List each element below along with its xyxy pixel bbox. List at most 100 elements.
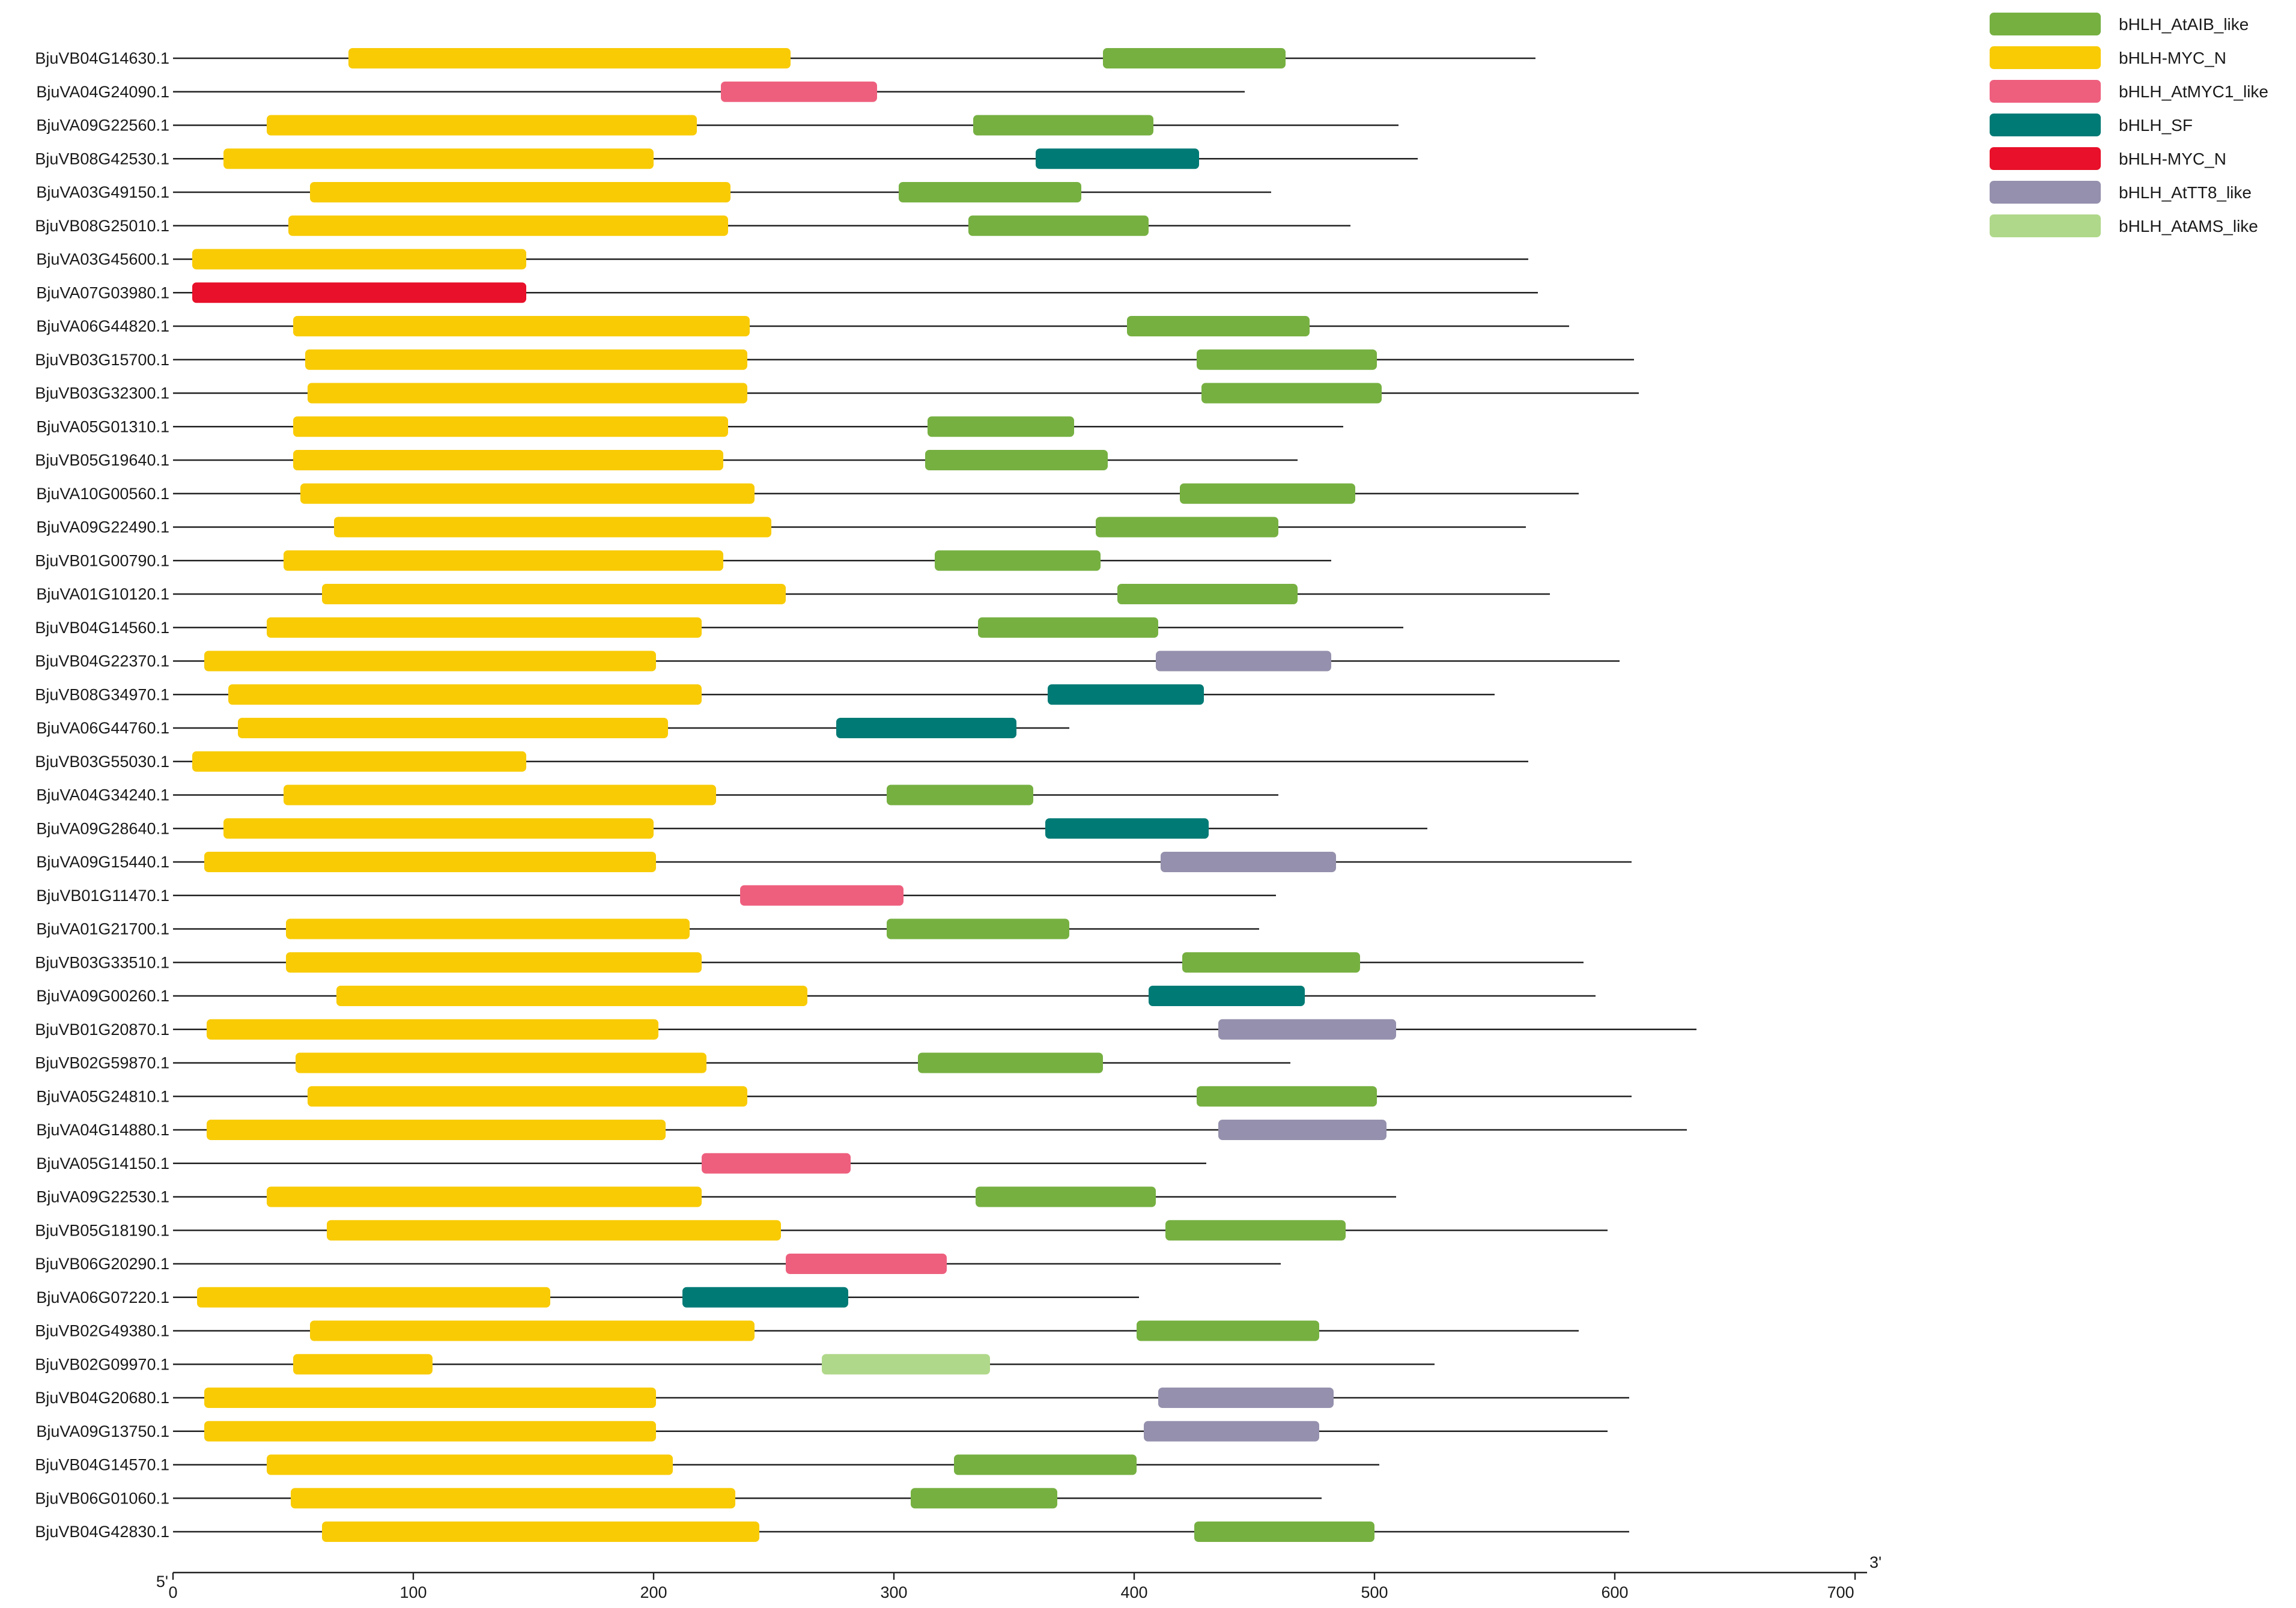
domain-bar-myc <box>336 986 807 1006</box>
domain-bar-myc <box>291 1488 735 1509</box>
domain-bar-ataib <box>1103 48 1286 68</box>
domain-bar-ataib <box>1197 1086 1377 1107</box>
sequence-label: BjuVA09G15440.1 <box>36 853 169 871</box>
domain-bar-ataib <box>968 215 1149 236</box>
axis-tick-label: 100 <box>399 1583 427 1601</box>
sequence-label: BjuVA07G03980.1 <box>36 284 169 302</box>
domain-bar-ataib <box>928 416 1074 437</box>
domain-bar-myc <box>267 617 702 638</box>
sequence-row: BjuVA05G01310.1 <box>36 416 1343 437</box>
domain-bar-ataib <box>1127 316 1310 336</box>
domain-bar-attt8 <box>1156 651 1331 672</box>
sequence-row: BjuVA01G10120.1 <box>36 584 1550 604</box>
sequence-row: BjuVB01G11470.1 <box>36 885 1276 906</box>
domain-bar-myc <box>204 1388 656 1408</box>
sequence-row: BjuVB02G59870.1 <box>35 1052 1290 1073</box>
domain-bar-ataib <box>973 115 1153 136</box>
domain-bar-sf <box>1048 684 1204 705</box>
domain-bar-myc <box>223 148 654 169</box>
sequence-label: BjuVB05G19640.1 <box>35 451 169 469</box>
domain-bar-sf <box>1045 818 1209 839</box>
sequence-row: BjuVA09G13750.1 <box>36 1421 1608 1442</box>
legend-item: bHLH_AtAMS_like <box>1990 214 2258 237</box>
sequence-row: BjuVA06G07220.1 <box>36 1287 1139 1308</box>
sequence-label: BjuVB01G11470.1 <box>36 887 169 905</box>
domain-bar-myc <box>197 1287 550 1308</box>
domain-bar-attt8 <box>1161 852 1336 872</box>
domain-bar-myc <box>228 684 702 705</box>
sequence-row: BjuVA05G24810.1 <box>36 1086 1632 1107</box>
sequence-label: BjuVB01G20870.1 <box>35 1021 169 1039</box>
sequence-row: BjuVB02G49380.1 <box>35 1320 1579 1341</box>
sequence-label: BjuVB03G15700.1 <box>35 351 169 369</box>
domain-bar-myc <box>267 1454 673 1475</box>
sequence-row: BjuVB04G42830.1 <box>35 1522 1629 1542</box>
sequence-label: BjuVB06G01060.1 <box>35 1489 169 1507</box>
domain-bar-myc <box>308 383 747 404</box>
sequence-label: BjuVA05G24810.1 <box>36 1087 169 1105</box>
domain-bar-myc <box>293 1354 433 1375</box>
sequence-label: BjuVA09G00260.1 <box>36 987 169 1005</box>
sequence-row: BjuVA04G24090.1 <box>36 81 1245 102</box>
domain-bar-ataib <box>899 182 1081 202</box>
legend-item: bHLH_AtAIB_like <box>1990 13 2249 35</box>
axis-start-label: 5' <box>156 1573 168 1591</box>
domain-bar-myc <box>305 349 747 370</box>
domain-bar-myc <box>204 852 656 872</box>
legend-label: bHLH_SF <box>2119 116 2193 135</box>
sequence-label: BjuVA06G07220.1 <box>36 1288 169 1306</box>
domain-bar-ataib <box>935 550 1101 571</box>
domain-bar-myc <box>223 818 654 839</box>
sequence-label: BjuVA04G14880.1 <box>36 1121 169 1139</box>
sequence-label: BjuVA01G10120.1 <box>36 585 169 603</box>
domain-bar-sf <box>1036 148 1199 169</box>
sequence-row: BjuVB04G14560.1 <box>35 617 1403 638</box>
domain-bar-myc <box>310 1320 755 1341</box>
x-axis: 0 100 200 300 400 500 600 700 5' 3' <box>156 1553 1881 1601</box>
legend-item: bHLH_SF <box>1990 114 2193 136</box>
sequence-label: BjuVA09G28640.1 <box>36 819 169 837</box>
domain-bar-myc <box>192 249 526 270</box>
sequence-row: BjuVB08G25010.1 <box>35 215 1350 236</box>
legend-swatch <box>1990 147 2101 170</box>
legend: bHLH_AtAIB_like bHLH-MYC_N bHLH_AtMYC1_lik… <box>1990 13 2268 237</box>
domain-bar-myc <box>204 651 656 672</box>
sequence-row: BjuVB03G32300.1 <box>35 383 1639 404</box>
sequence-row: BjuVA05G14150.1 <box>36 1153 1206 1174</box>
domain-bar-attt8 <box>1218 1120 1386 1140</box>
domain-bar-myc <box>293 416 728 437</box>
sequence-row: BjuVB04G14630.1 <box>35 48 1535 68</box>
sequence-row: BjuVA09G00260.1 <box>36 986 1596 1006</box>
domain-bar-myc <box>334 517 771 538</box>
sequence-row: BjuVB04G22370.1 <box>35 651 1620 672</box>
domain-bar-myc <box>267 1186 702 1207</box>
sequence-row: BjuVB03G15700.1 <box>35 349 1634 370</box>
legend-swatch <box>1990 214 2101 237</box>
domain-bar-attt8 <box>1218 1019 1396 1040</box>
sequence-label: BjuVB04G14560.1 <box>35 619 169 637</box>
domain-bar-myc <box>286 952 702 973</box>
domain-bar-myc <box>288 215 728 236</box>
legend-swatch <box>1990 13 2101 35</box>
sequence-row: BjuVB06G20290.1 <box>35 1254 1281 1274</box>
sequence-label: BjuVB04G42830.1 <box>35 1523 169 1541</box>
legend-item: bHLH-MYC_N <box>1990 46 2226 69</box>
domain-bar-sf <box>682 1287 848 1308</box>
sequence-row: BjuVB03G33510.1 <box>35 952 1584 973</box>
sequence-row: BjuVB08G42530.1 <box>35 148 1418 169</box>
domain-bar-myc <box>308 1086 747 1107</box>
sequence-label: BjuVB04G22370.1 <box>35 652 169 670</box>
sequence-label: BjuVA06G44760.1 <box>36 719 169 737</box>
domain-bar-ataib <box>1137 1320 1319 1341</box>
domain-bar-myc <box>322 584 786 604</box>
sequence-label: BjuVA04G24090.1 <box>36 83 169 101</box>
domain-bar-myc <box>207 1120 666 1140</box>
sequence-row: BjuVA07G03980.1 <box>36 282 1538 303</box>
legend-swatch <box>1990 46 2101 69</box>
sequence-label: BjuVA10G00560.1 <box>36 485 169 503</box>
sequence-row: BjuVB02G09970.1 <box>35 1354 1435 1375</box>
domain-bar-myc <box>267 115 697 136</box>
sequence-row: BjuVA06G44760.1 <box>36 718 1069 738</box>
sequence-rows: BjuVB04G14630.1 BjuVA04G24090.1 BjuVA09G22… <box>35 48 1696 1542</box>
